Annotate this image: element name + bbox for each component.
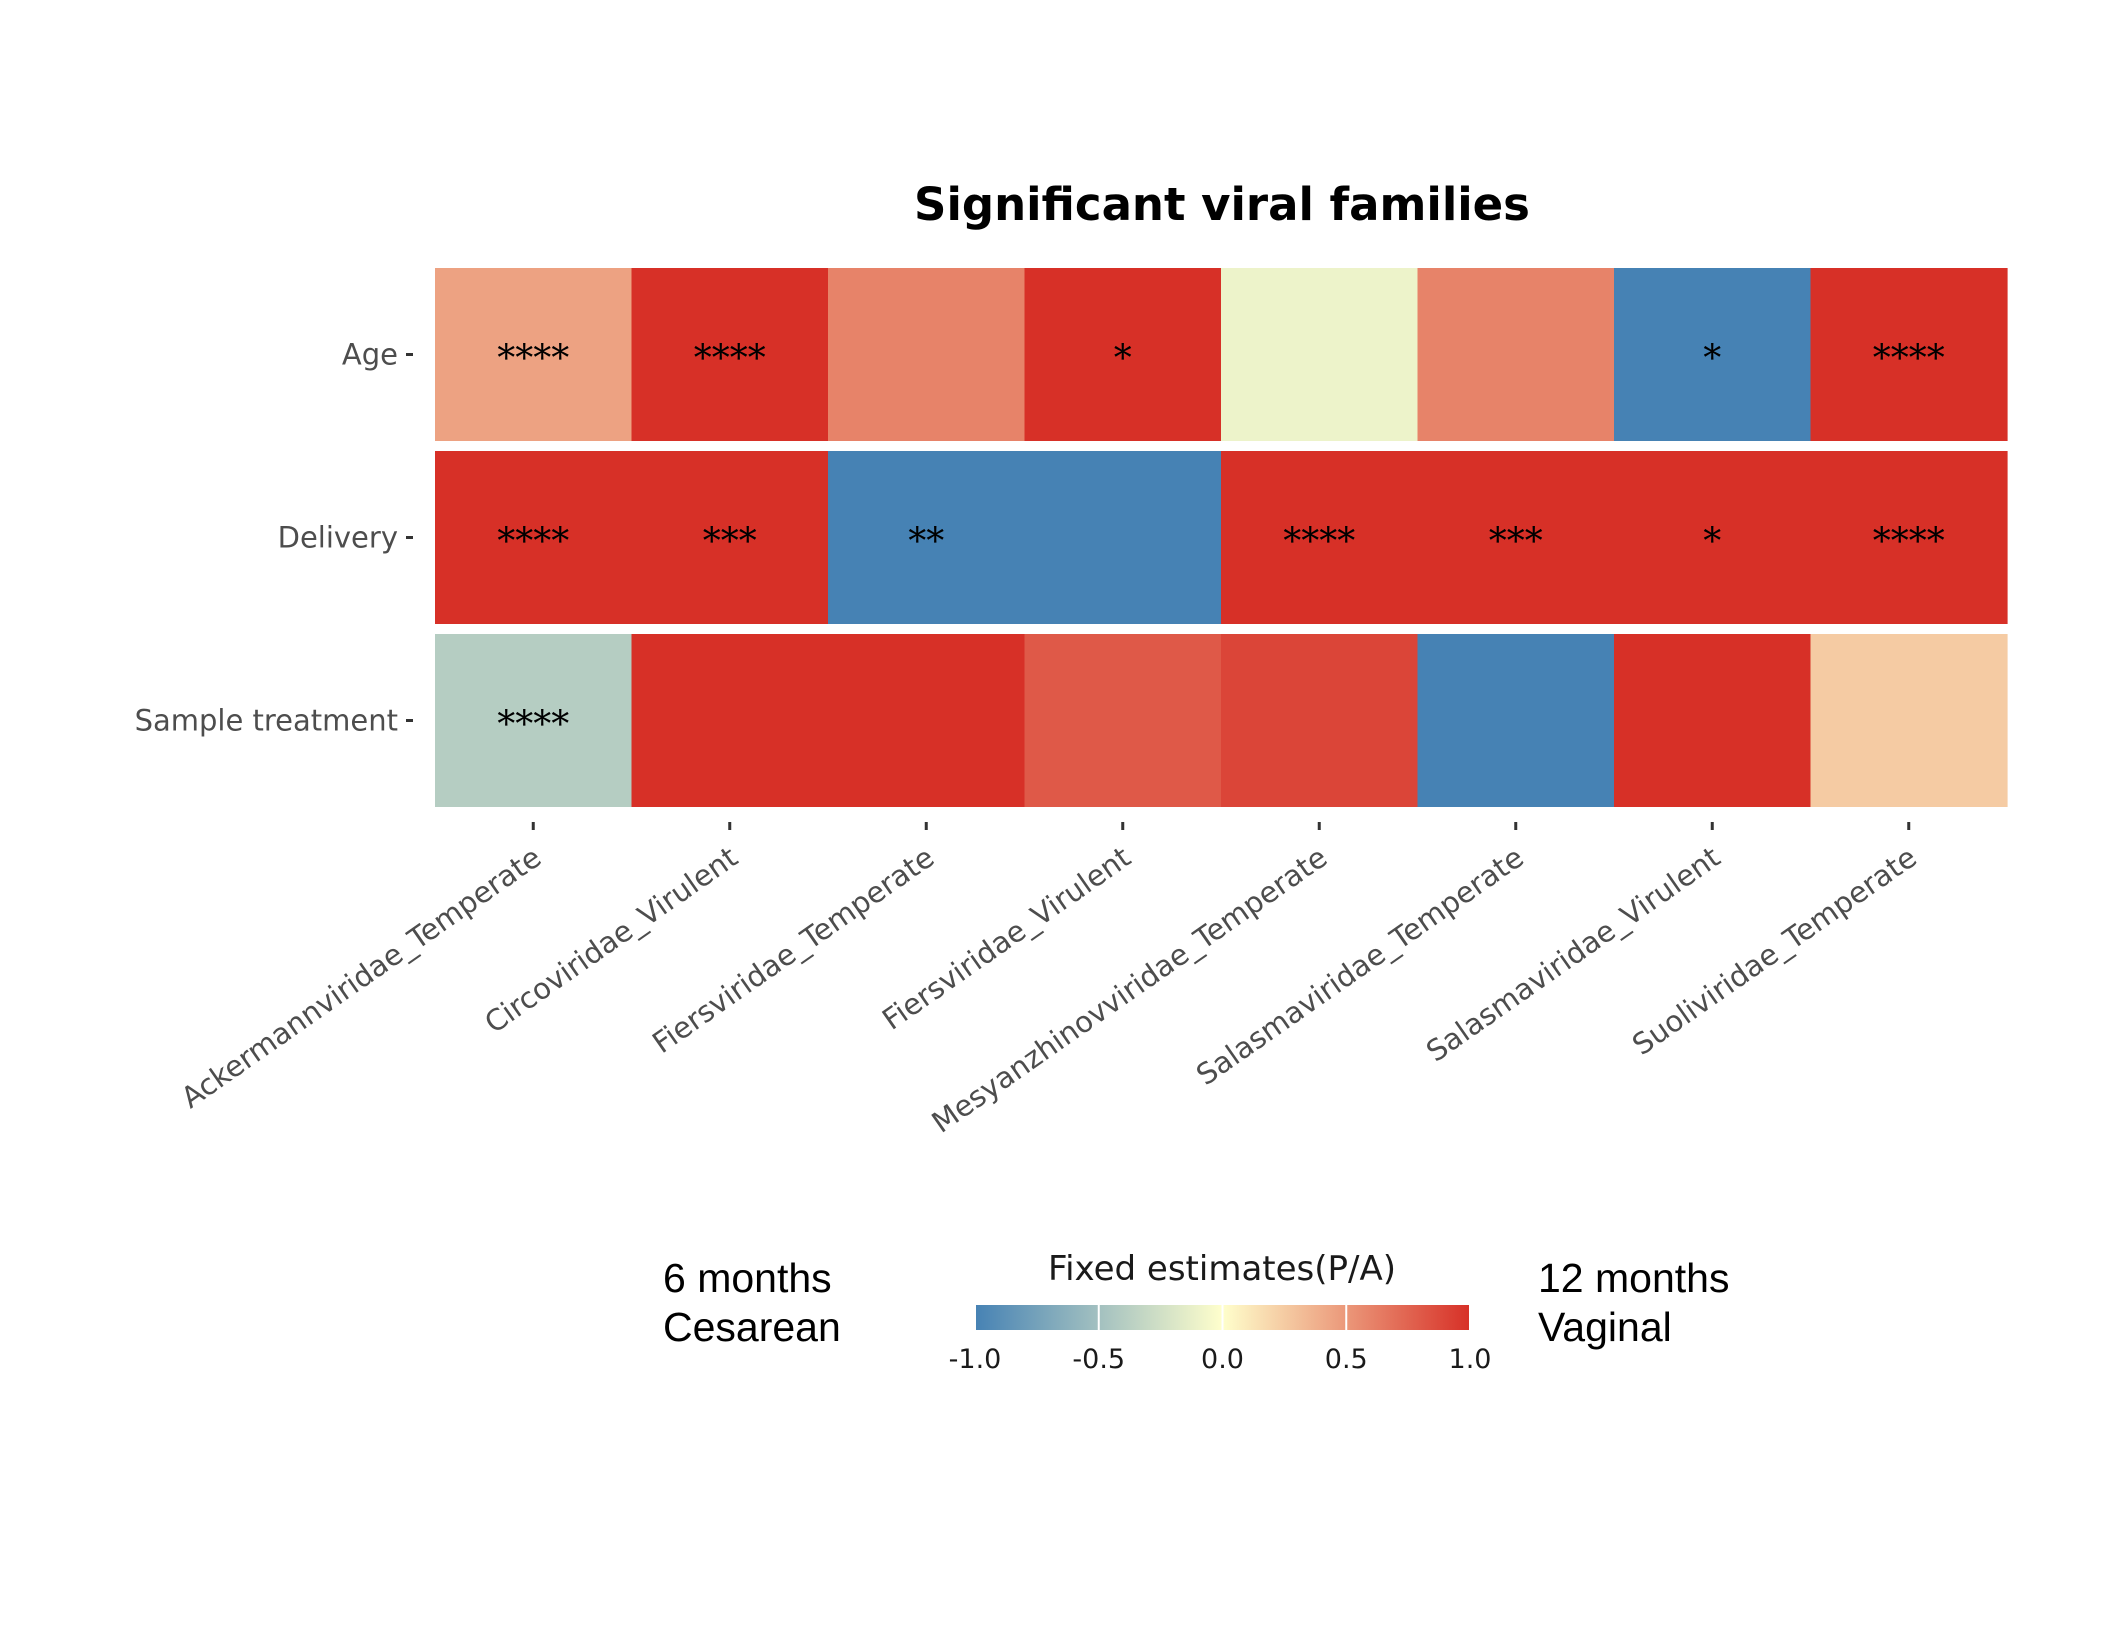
x-tick-label: Mesyanzhinovviridae_Temperate — [925, 840, 1333, 1140]
color-legend: Fixed estimates(P/A) -1.0 -0.5 0.0 0.5 1.0 6… — [663, 1249, 1741, 1375]
heatmap-cell — [1614, 634, 1812, 807]
heatmap-cell — [1810, 451, 2008, 624]
heatmap-cell — [828, 451, 1026, 624]
heatmap-cell — [1417, 451, 1615, 624]
significance-label: **** — [1873, 339, 1945, 380]
significance-label: * — [1703, 522, 1721, 563]
significance-label: **** — [497, 339, 569, 380]
heatmap-cell — [435, 451, 633, 624]
legend-high-label: 12 months Vaginal — [1538, 1255, 1741, 1350]
heatmap-cells — [435, 268, 2008, 807]
legend-tick-label: 0.5 — [1325, 1344, 1368, 1375]
y-tick-label: Delivery — [278, 521, 398, 555]
heatmap-cell — [1024, 268, 1222, 441]
significance-label: * — [1703, 339, 1721, 380]
legend-ticks: -1.0 -0.5 0.0 0.5 1.0 — [949, 1305, 1492, 1375]
legend-title: Fixed estimates(P/A) — [1048, 1249, 1396, 1289]
significance-label: *** — [1489, 522, 1543, 563]
heatmap-cell — [1614, 451, 1812, 624]
x-tick-label: Ackermannviridae_Temperate — [175, 840, 547, 1115]
significance-markers: **** **** * * ******** *** ** **** *** * ******** — [497, 339, 1945, 746]
significance-label: **** — [497, 705, 569, 746]
legend-high-label-line-2: Vaginal — [1538, 1304, 1672, 1350]
chart-title: Significant viral families — [914, 178, 1530, 231]
significance-label: ** — [908, 522, 944, 563]
legend-low-label: 6 months Cesarean — [663, 1255, 843, 1350]
legend-tick-label: 1.0 — [1449, 1344, 1492, 1375]
heatmap-cell — [1024, 451, 1222, 624]
heatmap-cell — [1417, 634, 1615, 807]
legend-low-label-line-2: Cesarean — [663, 1304, 841, 1350]
legend-tick-label: -0.5 — [1072, 1344, 1125, 1375]
heatmap-cell — [1221, 268, 1419, 441]
significance-label: **** — [1873, 522, 1945, 563]
heatmap-cell — [435, 268, 633, 441]
heatmap-cell — [1221, 451, 1419, 624]
legend-tick-label: -1.0 — [949, 1344, 1002, 1375]
significance-label: **** — [497, 522, 569, 563]
heatmap-cell — [1024, 634, 1222, 807]
heatmap-cell — [1810, 268, 2008, 441]
heatmap-cell — [1221, 634, 1419, 807]
significance-label: *** — [703, 522, 757, 563]
heatmap-cell — [828, 634, 1026, 807]
heatmap-cell — [631, 634, 829, 807]
legend-high-label-line-1: 12 months — [1538, 1255, 1729, 1301]
heatmap-cell — [631, 451, 829, 624]
y-axis: Age Delivery Sample treatment — [135, 338, 413, 738]
significance-label: **** — [1283, 522, 1355, 563]
heatmap-cell — [1614, 268, 1812, 441]
y-tick-label: Sample treatment — [135, 704, 398, 738]
legend-low-label-line-1: 6 months — [663, 1255, 832, 1301]
heatmap-cell — [631, 268, 829, 441]
significance-label: **** — [694, 339, 766, 380]
heatmap-cell — [828, 268, 1026, 441]
x-axis: Ackermannviridae_TemperateCircoviridae_V… — [175, 822, 1923, 1140]
y-tick-label: Age — [342, 338, 398, 372]
x-tick-label: Salasmaviridae_Temperate — [1190, 840, 1530, 1092]
heatmap-cell — [435, 634, 633, 807]
heatmap-cell — [1417, 268, 1615, 441]
legend-tick-label: 0.0 — [1201, 1344, 1244, 1375]
significance-label: * — [1114, 339, 1132, 380]
heatmap-cell — [1810, 634, 2008, 807]
